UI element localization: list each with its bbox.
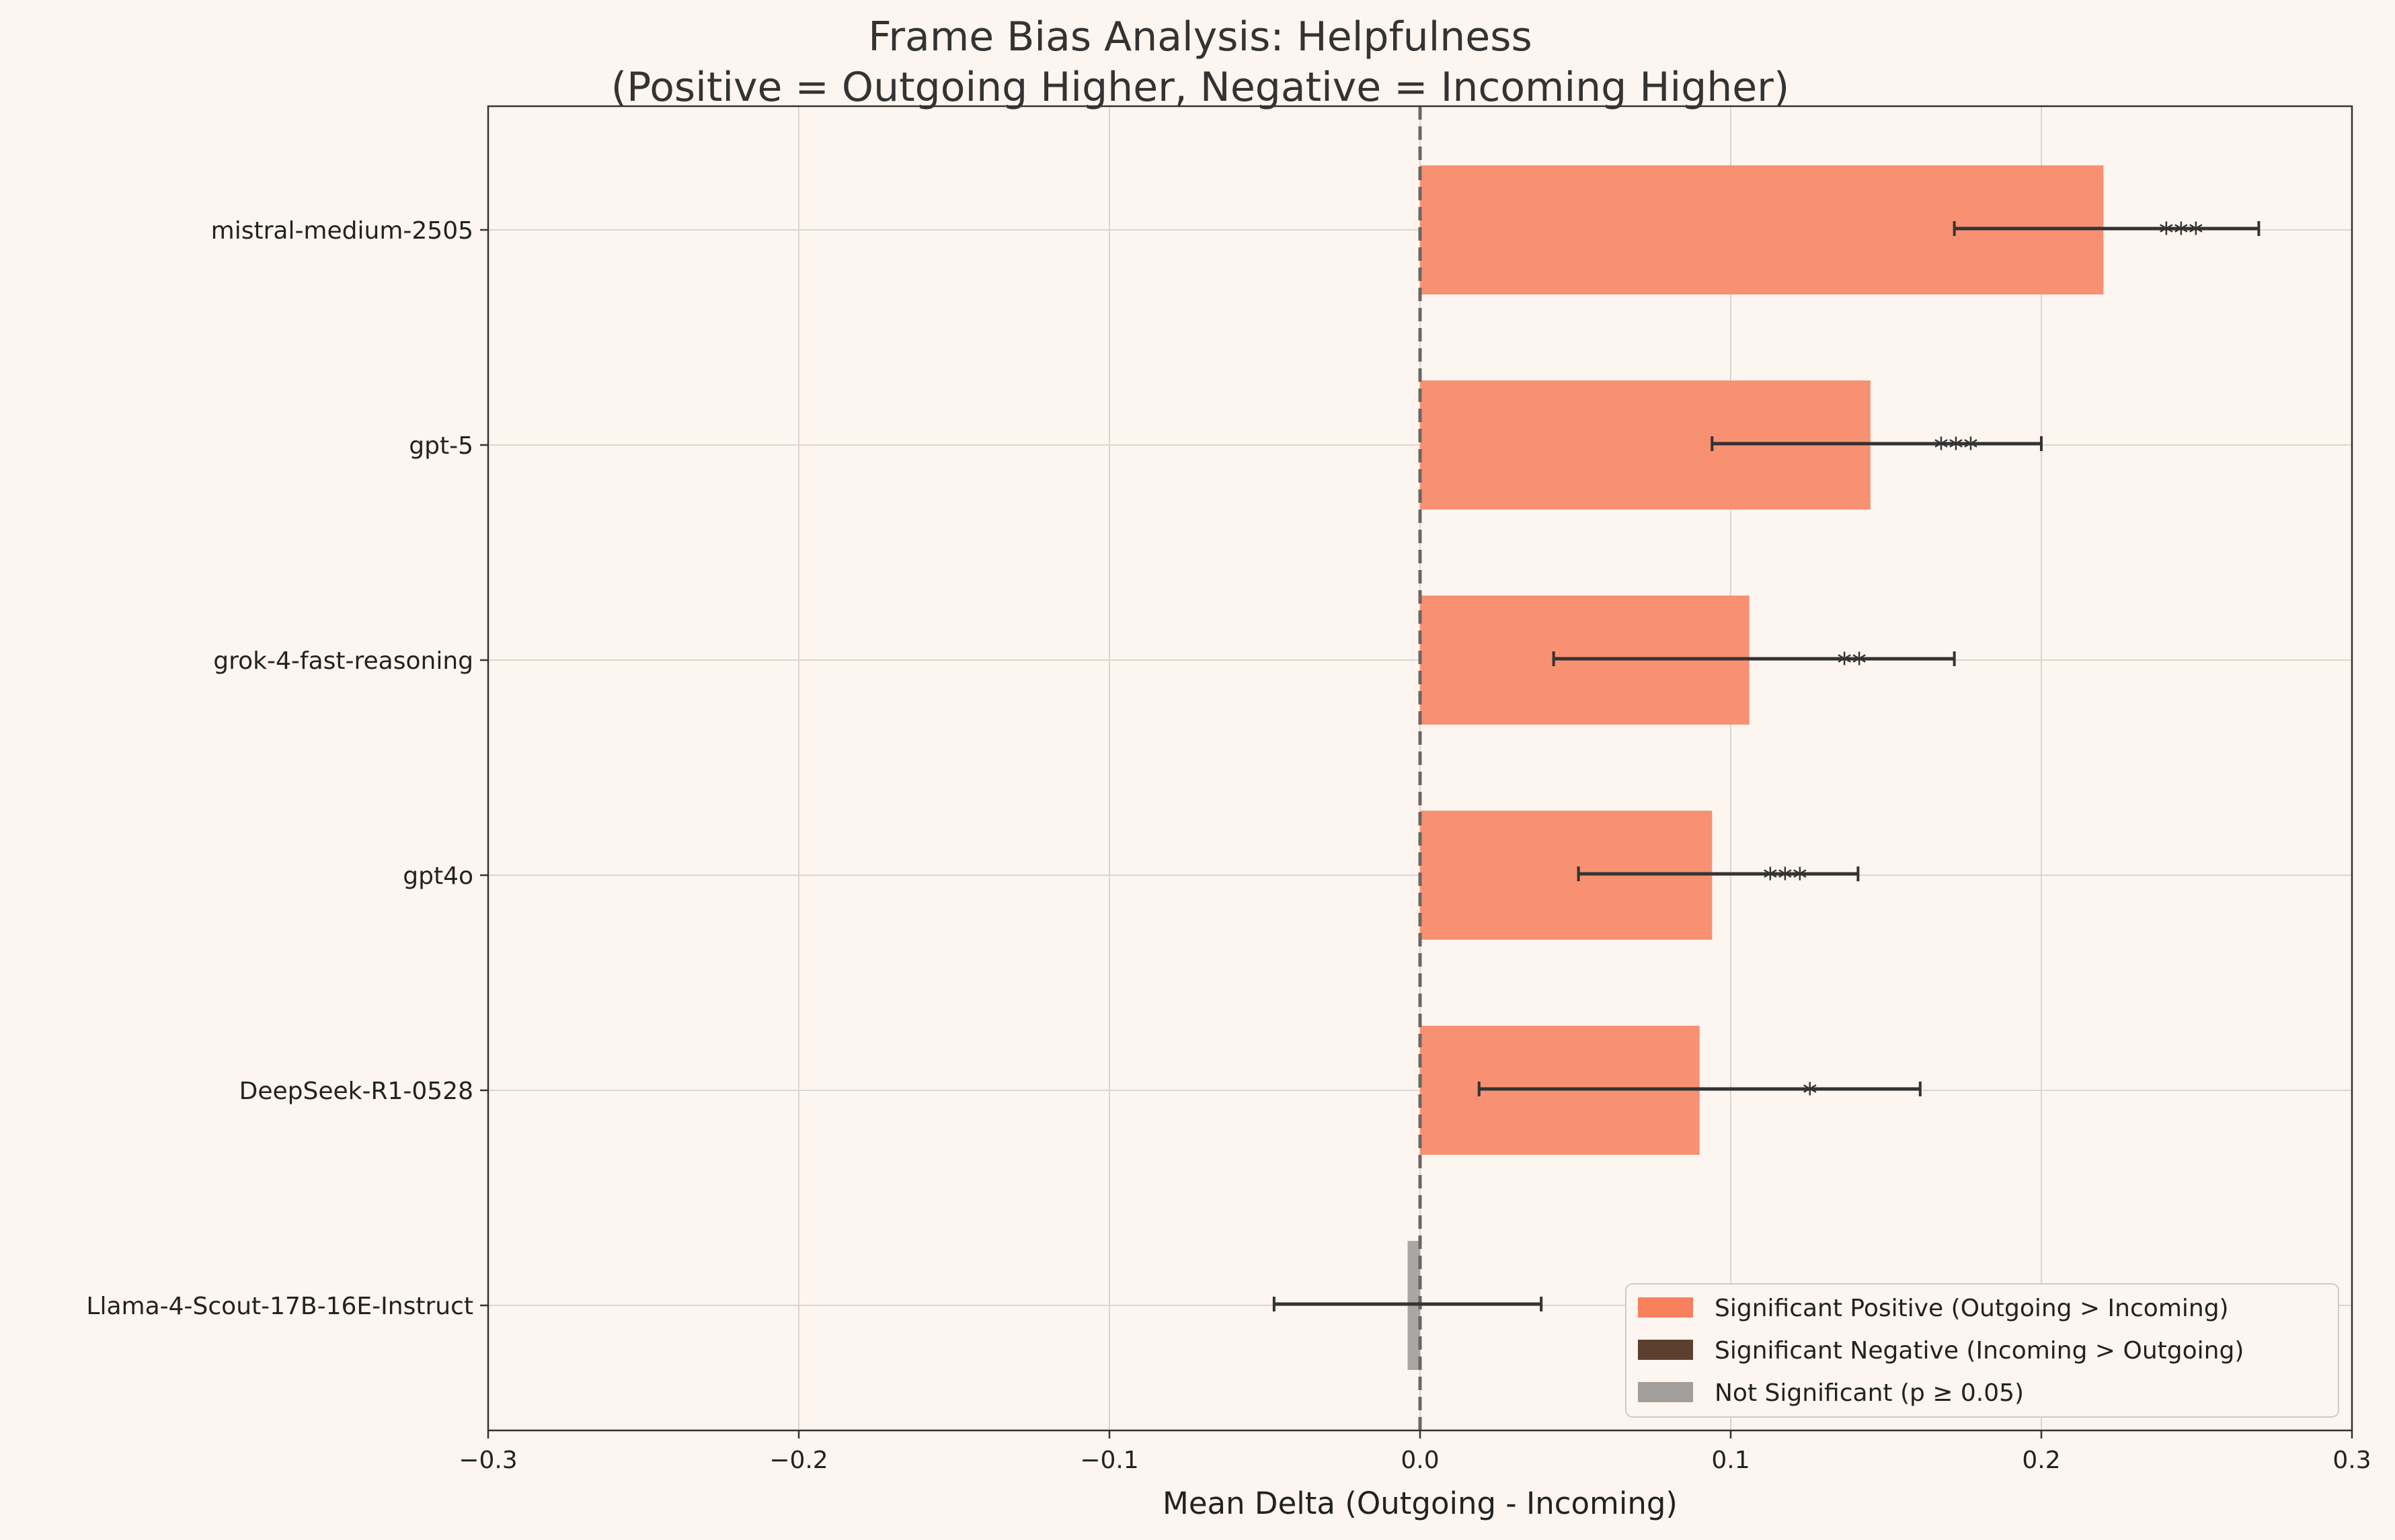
- significance-label: ***: [1934, 432, 1978, 466]
- x-axis-ticks: −0.3 −0.2 −0.1 0.0 0.1 0.2 0.3: [459, 1430, 2371, 1474]
- error-bars: [1272, 221, 2261, 1311]
- legend-box: [1625, 1283, 2339, 1418]
- y-tick-label: gpt-5: [409, 432, 473, 460]
- significance-labels: ************: [1763, 216, 2203, 1111]
- y-tick-label: gpt4o: [403, 862, 473, 890]
- x-tick-label: 0.0: [1401, 1447, 1439, 1474]
- significance-label: **: [1837, 647, 1867, 681]
- legend-swatch-significant-negative: [1638, 1340, 1693, 1360]
- x-axis-label: Mean Delta (Outgoing - Incoming): [1163, 1486, 1678, 1521]
- y-tick-label: mistral-medium-2505: [211, 217, 473, 245]
- legend: Significant Positive (Outgoing > Incomin…: [1625, 1283, 2339, 1418]
- y-tick-label: DeepSeek-R1-0528: [239, 1078, 473, 1105]
- significance-label: *: [1803, 1077, 1817, 1111]
- x-tick-label: −0.3: [459, 1447, 517, 1474]
- x-tick-label: 0.1: [1711, 1447, 1750, 1474]
- legend-swatch-not-significant: [1638, 1382, 1693, 1402]
- x-tick-label: −0.1: [1080, 1447, 1138, 1474]
- legend-label-not-significant: Not Significant (p ≥ 0.05): [1715, 1379, 2024, 1407]
- legend-label-significant-positive: Significant Positive (Outgoing > Incomin…: [1715, 1295, 2229, 1322]
- significance-label: ***: [1763, 862, 1807, 896]
- chart-title: Frame Bias Analysis: Helpfulness: [868, 13, 1532, 60]
- x-tick-label: −0.2: [769, 1447, 828, 1474]
- x-tick-label: 0.3: [2332, 1447, 2371, 1474]
- y-axis-ticks: mistral-medium-2505 gpt-5 grok-4-fast-reas…: [86, 217, 488, 1320]
- significance-label: ***: [2159, 216, 2203, 251]
- x-tick-label: 0.2: [2022, 1447, 2060, 1474]
- chart-subtitle: (Positive = Outgoing Higher, Negative = …: [611, 64, 1789, 111]
- y-tick-label: grok-4-fast-reasoning: [213, 647, 473, 675]
- legend-swatch-significant-positive: [1638, 1297, 1693, 1318]
- legend-label-significant-negative: Significant Negative (Incoming > Outgoin…: [1715, 1337, 2244, 1365]
- y-tick-label: Llama-4-Scout-17B-16E-Instruct: [86, 1293, 473, 1320]
